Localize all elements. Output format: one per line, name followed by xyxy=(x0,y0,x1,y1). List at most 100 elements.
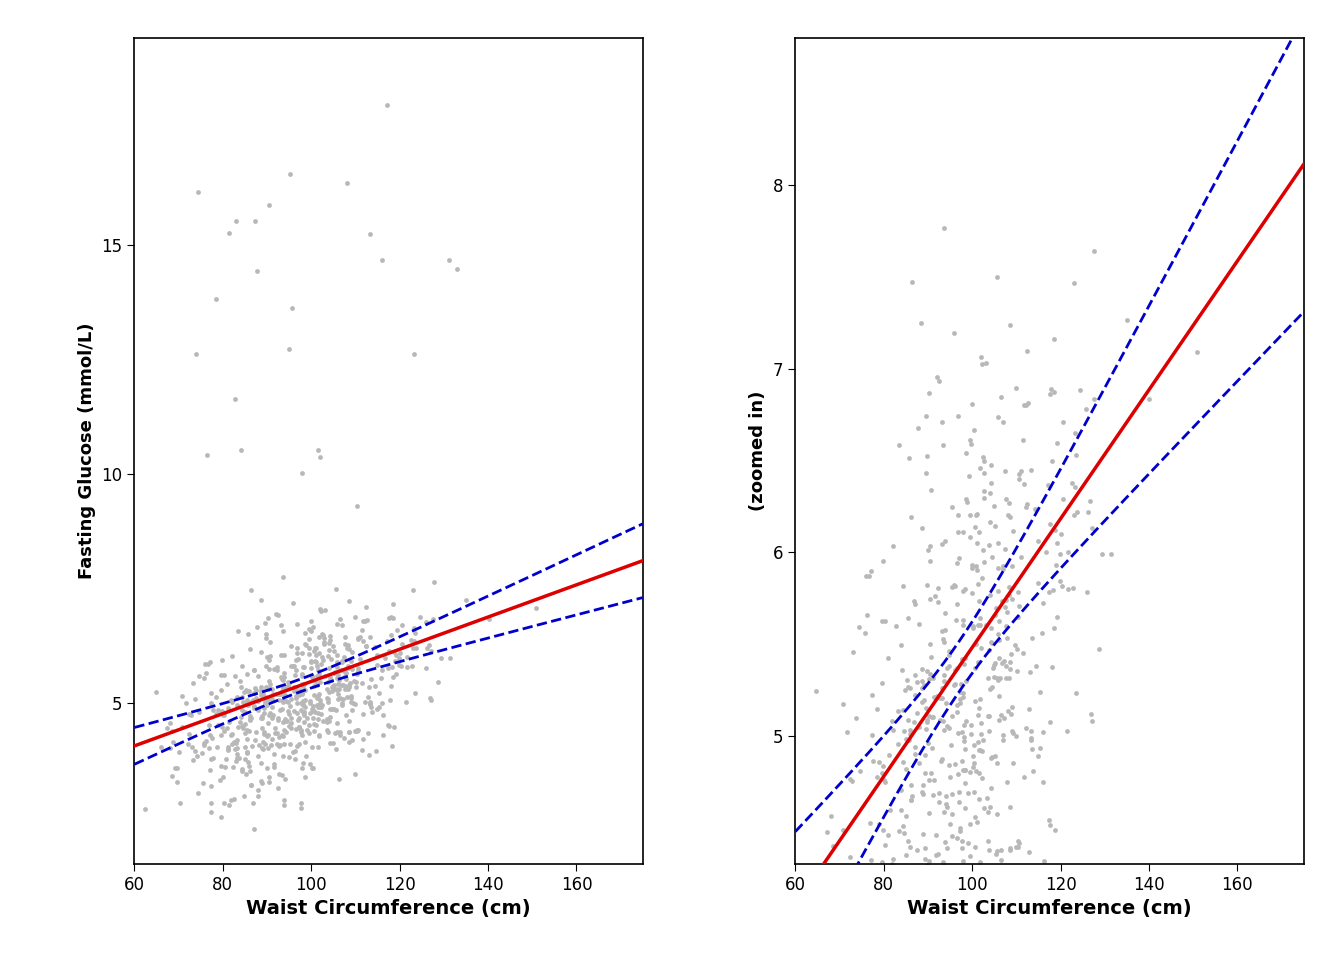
Point xyxy=(237,722,258,737)
Point xyxy=(945,920,966,935)
Point xyxy=(249,737,270,753)
Point xyxy=(284,683,305,698)
Point xyxy=(276,713,297,729)
Point xyxy=(317,691,339,707)
Point xyxy=(836,725,857,740)
Point xyxy=(1032,595,1054,611)
Point xyxy=(243,699,265,714)
Point xyxy=(892,724,914,739)
Point xyxy=(1001,590,1023,606)
Point xyxy=(930,754,952,769)
Point xyxy=(980,750,1001,765)
Point xyxy=(926,370,948,385)
Point xyxy=(251,720,273,735)
Point xyxy=(309,728,331,743)
Point xyxy=(324,664,345,680)
Point xyxy=(247,782,269,798)
Point xyxy=(335,679,356,694)
Point xyxy=(969,610,991,625)
Point xyxy=(341,661,363,677)
Point xyxy=(341,703,363,718)
Point xyxy=(954,650,976,665)
Point xyxy=(258,707,280,722)
Point xyxy=(216,677,238,692)
Point xyxy=(883,723,905,738)
Point xyxy=(312,653,333,668)
Point xyxy=(1020,462,1042,477)
Point xyxy=(214,667,235,683)
Point xyxy=(234,739,255,755)
Point xyxy=(302,698,324,713)
Point xyxy=(964,737,985,753)
Point xyxy=(293,705,314,720)
Point xyxy=(259,635,281,650)
Point xyxy=(948,524,969,540)
Point xyxy=(905,687,926,703)
Point xyxy=(917,448,938,464)
Point xyxy=(179,707,200,722)
Point xyxy=(939,737,961,753)
Point xyxy=(355,600,376,615)
Point xyxy=(992,593,1013,609)
Point xyxy=(241,710,262,726)
Point xyxy=(340,654,362,669)
Point xyxy=(887,932,909,948)
Point xyxy=(919,666,941,682)
Point xyxy=(421,692,442,708)
Point xyxy=(943,578,965,593)
Point xyxy=(214,795,235,810)
Point xyxy=(167,774,188,789)
Point xyxy=(289,684,310,700)
Point xyxy=(355,638,376,654)
Point xyxy=(281,710,302,726)
Point xyxy=(973,555,995,570)
Point xyxy=(271,681,293,696)
Point xyxy=(876,951,898,960)
Point xyxy=(319,684,340,700)
Point xyxy=(238,724,259,739)
Point xyxy=(969,525,991,540)
Point xyxy=(309,674,331,689)
Point xyxy=(277,675,298,690)
Point xyxy=(918,708,939,724)
Point xyxy=(317,695,339,710)
Point xyxy=(863,864,884,879)
Point xyxy=(224,668,246,684)
Point xyxy=(156,720,177,735)
Y-axis label: Fasting Glucose (mmol/L): Fasting Glucose (mmol/L) xyxy=(78,323,95,580)
Point xyxy=(1075,401,1097,417)
Point xyxy=(1001,724,1023,739)
Point xyxy=(961,717,982,732)
Point xyxy=(327,654,348,669)
Point xyxy=(290,724,312,739)
Point xyxy=(887,905,909,921)
Point xyxy=(263,759,285,775)
Point xyxy=(953,657,974,672)
Point xyxy=(288,710,309,726)
Point xyxy=(335,682,356,697)
Point xyxy=(913,881,934,897)
Point xyxy=(964,784,985,800)
Point xyxy=(292,667,313,683)
Point xyxy=(984,655,1005,670)
Point xyxy=(884,883,906,899)
Point xyxy=(325,725,347,740)
Point xyxy=(914,840,935,855)
Point xyxy=(887,944,909,959)
Point xyxy=(325,715,347,731)
Point xyxy=(290,801,312,816)
Point xyxy=(323,681,344,696)
Point xyxy=(403,640,425,656)
Point xyxy=(896,680,918,695)
Point xyxy=(991,843,1012,858)
Point xyxy=(276,693,297,708)
Point xyxy=(1020,730,1042,745)
Point xyxy=(917,715,938,731)
Point xyxy=(231,762,253,778)
Point xyxy=(319,633,340,648)
Point xyxy=(860,815,882,830)
Point xyxy=(255,729,277,744)
Point xyxy=(972,771,993,786)
Point xyxy=(308,729,329,744)
Point xyxy=(931,624,953,639)
